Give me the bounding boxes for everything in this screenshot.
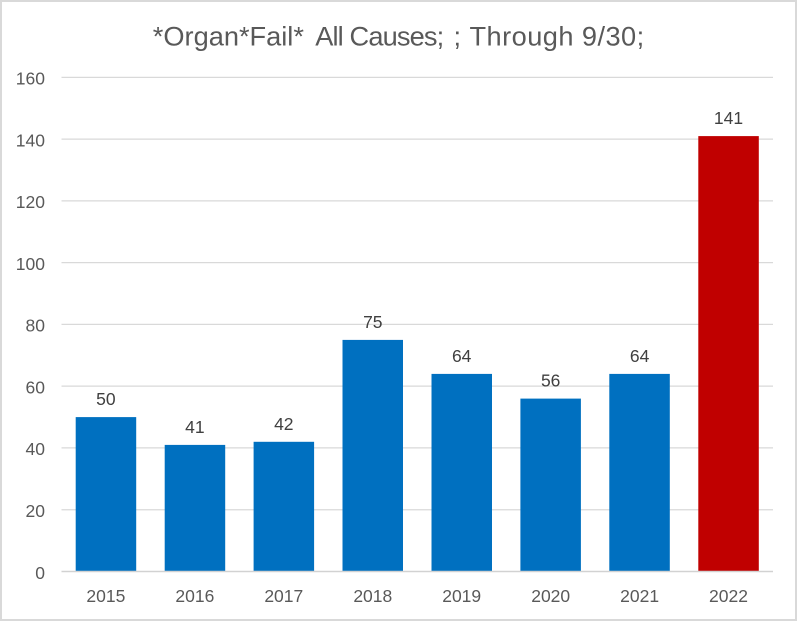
- svg-text:;: ;: [454, 21, 462, 52]
- svg-text:2018: 2018: [353, 586, 392, 606]
- svg-text:2020: 2020: [531, 586, 570, 606]
- svg-text:56: 56: [541, 371, 560, 391]
- svg-text:64: 64: [630, 346, 650, 366]
- svg-text:2015: 2015: [86, 586, 125, 606]
- svg-text:40: 40: [26, 439, 46, 459]
- svg-text:Through 9/30;: Through 9/30;: [470, 21, 645, 52]
- svg-text:64: 64: [452, 346, 472, 366]
- svg-text:2022: 2022: [709, 586, 748, 606]
- svg-text:0: 0: [35, 563, 45, 583]
- svg-text:42: 42: [274, 414, 293, 434]
- svg-text:75: 75: [363, 312, 382, 332]
- svg-text:2016: 2016: [175, 586, 214, 606]
- svg-text:60: 60: [26, 377, 46, 397]
- svg-text:2017: 2017: [264, 586, 303, 606]
- svg-text:*Organ*Fail*: *Organ*Fail*: [153, 21, 305, 52]
- svg-text:120: 120: [16, 192, 45, 212]
- svg-text:All Causes;: All Causes;: [315, 21, 443, 52]
- svg-text:2021: 2021: [620, 586, 659, 606]
- svg-text:41: 41: [185, 417, 204, 437]
- svg-text:141: 141: [714, 108, 743, 128]
- svg-text:160: 160: [16, 69, 45, 89]
- svg-text:100: 100: [16, 254, 45, 274]
- svg-text:140: 140: [16, 130, 45, 150]
- svg-text:50: 50: [96, 389, 116, 409]
- svg-text:80: 80: [26, 316, 46, 336]
- svg-text:2019: 2019: [442, 586, 481, 606]
- svg-text:20: 20: [26, 501, 46, 521]
